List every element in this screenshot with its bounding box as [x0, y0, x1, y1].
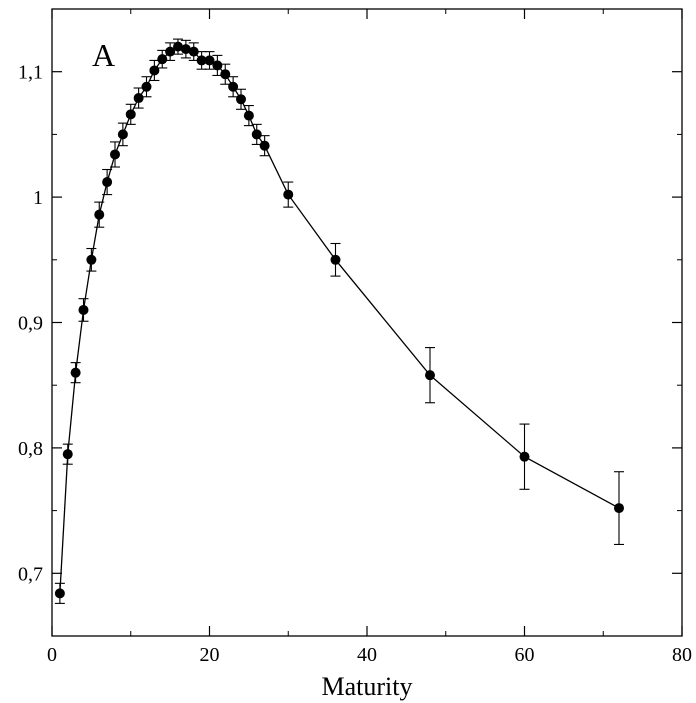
data-point — [251, 129, 262, 140]
data-point — [212, 60, 223, 71]
data-point — [173, 41, 183, 52]
series-path — [59, 45, 620, 594]
data-point — [283, 189, 294, 200]
panel-label: A — [92, 37, 115, 73]
data-point — [228, 81, 239, 92]
data-point — [70, 367, 81, 378]
data-point — [78, 304, 89, 315]
data-point — [86, 254, 97, 265]
x-tick-label: 60 — [515, 644, 535, 666]
data-point — [188, 46, 199, 57]
data-point — [220, 69, 231, 80]
data-point — [236, 94, 246, 105]
data-point — [259, 140, 270, 151]
data-point — [243, 110, 254, 121]
y-tick-label: 1 — [33, 187, 43, 209]
x-axis-ticks: 0 20 40 60 80 — [47, 9, 692, 666]
plot-frame — [51, 8, 683, 637]
y-tick-label: 1,1 — [18, 62, 43, 84]
data-point — [180, 44, 191, 55]
data-point — [102, 177, 113, 188]
y-axis-ticks: 0,7 0,8 0,9 1 1,1 — [18, 62, 682, 585]
data-point — [133, 93, 144, 104]
data-point — [125, 109, 136, 120]
x-axis-title: Maturity — [322, 672, 413, 701]
data-point — [157, 54, 168, 65]
data-point — [425, 370, 435, 381]
data-point — [204, 55, 215, 66]
x-tick-label: 20 — [200, 644, 220, 666]
data-point — [54, 588, 65, 599]
y-tick-label: 0,8 — [18, 438, 43, 460]
x-tick-label: 0 — [47, 644, 57, 666]
data-point — [117, 129, 128, 140]
x-tick-label: 80 — [672, 644, 692, 666]
y-tick-label: 0,9 — [18, 313, 43, 335]
data-point — [110, 149, 120, 160]
data-point — [614, 503, 624, 514]
x-tick-label: 40 — [357, 644, 377, 666]
data-point — [196, 55, 207, 66]
series-line — [54, 38, 624, 604]
data-point — [62, 449, 73, 460]
data-point — [165, 46, 176, 57]
data-point — [519, 451, 530, 462]
data-point — [94, 209, 105, 220]
data-point — [141, 81, 152, 92]
data-point — [330, 254, 341, 265]
y-tick-label: 0,7 — [18, 563, 43, 585]
data-point — [149, 65, 160, 76]
